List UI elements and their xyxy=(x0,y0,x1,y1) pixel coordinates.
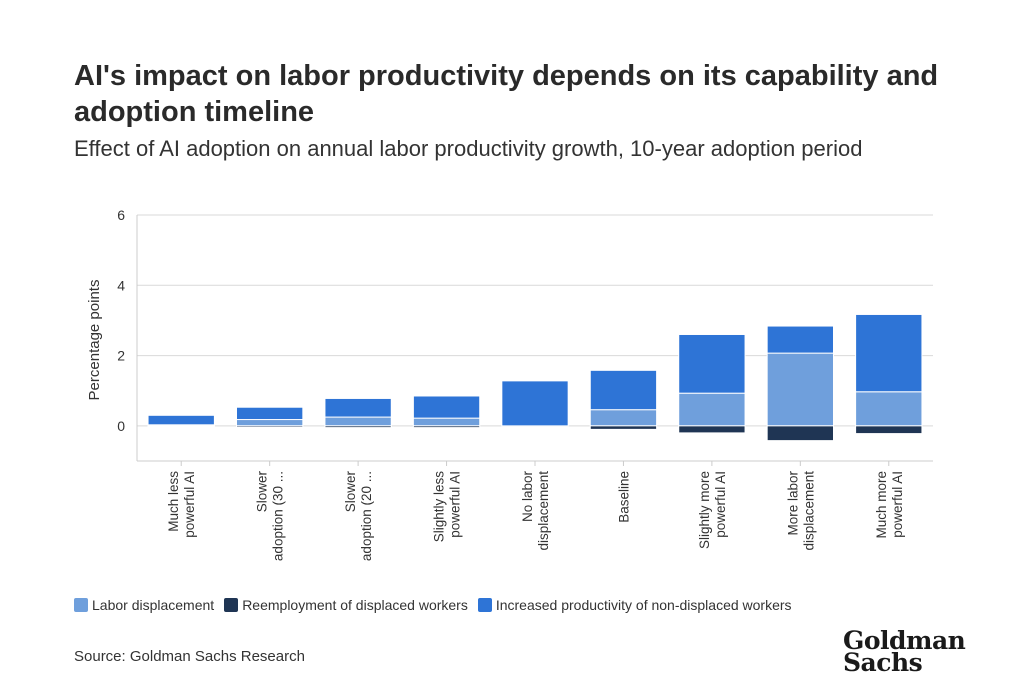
bar-segment xyxy=(855,313,923,393)
bar-segment xyxy=(236,419,304,427)
logo-line-1: Goldman xyxy=(843,626,966,655)
bar-segment xyxy=(324,397,392,418)
bar-segment xyxy=(678,425,746,434)
source-note: Source: Goldman Sachs Research xyxy=(74,648,305,665)
x-tick-label: More labordisplacement xyxy=(785,470,816,550)
x-tick-label: Much lesspowerful AI xyxy=(166,471,197,538)
bar-segment xyxy=(589,425,658,430)
x-tick-label: Sloweradoption (20 ... xyxy=(343,470,374,561)
x-tick-label: Baseline xyxy=(616,471,631,523)
legend-swatch xyxy=(74,598,88,612)
bar-segment xyxy=(147,425,215,427)
bar-segment xyxy=(678,392,746,427)
legend-item-labor-displacement: Labor displacement xyxy=(74,597,214,613)
legend-item-reemployment: Reemployment of displaced workers xyxy=(224,597,468,613)
legend-item-increased-productivity: Increased productivity of non-displaced … xyxy=(477,597,792,613)
goldman-sachs-logo: Goldman Sachs xyxy=(843,626,966,677)
bar-segment xyxy=(766,352,835,427)
logo-line-2: Sachs xyxy=(843,648,923,677)
bar-segment xyxy=(147,414,215,426)
bar-segment xyxy=(324,416,392,427)
legend-label: Increased productivity of non-displaced … xyxy=(495,597,792,613)
x-tick-label: Sloweradoption (30 ... xyxy=(255,470,286,561)
y-axis-label: Percentage points xyxy=(86,280,103,401)
x-tick-label: Slightly morepowerful AI xyxy=(697,471,728,549)
bar-segment xyxy=(236,425,304,428)
chart-subtitle: Effect of AI adoption on annual labor pr… xyxy=(74,136,863,161)
legend-swatch xyxy=(477,598,492,612)
legend-label: Labor displacement xyxy=(92,597,215,613)
bar-segment xyxy=(501,380,569,427)
bar-segment xyxy=(766,425,835,442)
legend-swatch xyxy=(224,598,239,612)
legend-label: Reemployment of displaced workers xyxy=(242,597,468,613)
bar-segment xyxy=(855,391,923,427)
bar-segment xyxy=(589,369,658,411)
bar-segment xyxy=(412,425,481,429)
bar-segment xyxy=(236,406,304,421)
bar-segment xyxy=(324,425,392,429)
y-tick-label: 4 xyxy=(117,277,125,293)
bar-segment xyxy=(589,409,658,427)
y-tick-label: 6 xyxy=(117,207,125,223)
chart-title: AI's impact on labor productivity depend… xyxy=(74,60,939,128)
y-tick-label: 2 xyxy=(117,348,125,364)
x-tick-label: Slightly lesspowerful AI xyxy=(432,471,463,543)
y-tick-label: 0 xyxy=(117,418,125,434)
bar-segment xyxy=(412,417,481,427)
chart-legend: Labor displacement Reemployment of displ… xyxy=(74,597,802,613)
bar-segment xyxy=(678,333,746,394)
bar-segment xyxy=(412,395,481,419)
x-tick-label: No labordisplacement xyxy=(520,470,551,550)
x-tick-label: Much morepowerful AI xyxy=(874,471,905,539)
bar-segment xyxy=(855,425,923,435)
bar-segment xyxy=(766,325,835,354)
